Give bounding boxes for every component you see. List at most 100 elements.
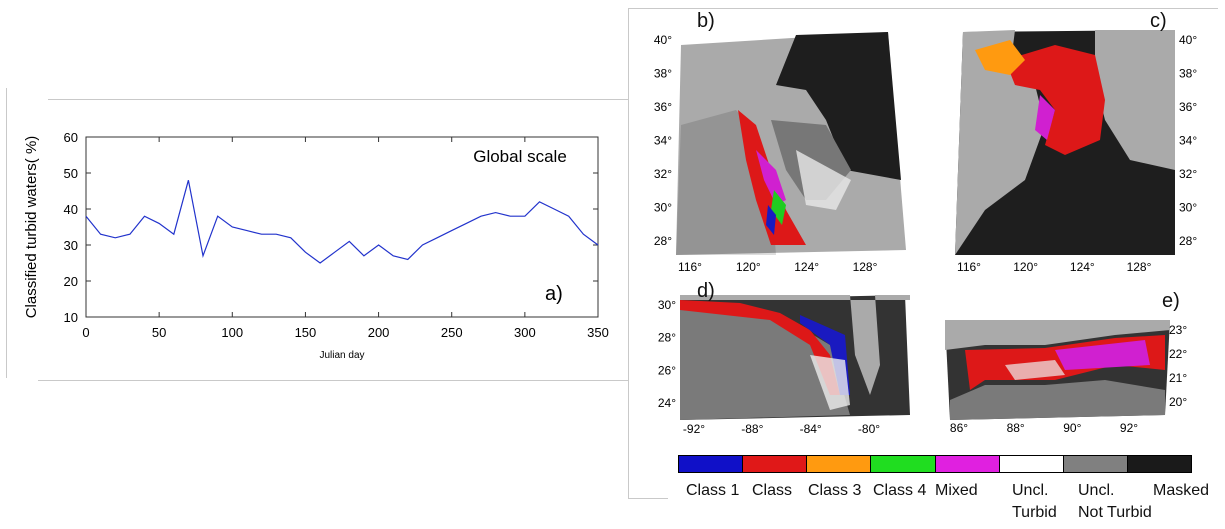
y-tick-label: 60 <box>64 130 78 145</box>
legend-label: Class 4 <box>873 482 927 499</box>
map-b-turbid-blue <box>766 205 776 235</box>
map-e-x-ticks: 86° 88° 90° 92° <box>950 421 1138 435</box>
legend-sublabel: Not Turbid <box>1078 504 1152 521</box>
map-b-x-ticks: 116° 120° 124° 128° <box>678 260 878 274</box>
map-b-lon-label: 120° <box>736 260 761 274</box>
map-b-lat-label: 32° <box>654 167 672 181</box>
map-d-lon-label: -92° <box>683 422 705 436</box>
map-b-unclassified-white <box>796 150 851 210</box>
map-b-turbid-magenta <box>756 150 786 205</box>
map-d-land <box>680 295 910 395</box>
map-b-lon-label: 124° <box>794 260 819 274</box>
map-d-lon-label: -88° <box>741 422 763 436</box>
map-b-lat-label: 40° <box>654 33 672 47</box>
y-tick-label: 30 <box>64 238 78 253</box>
legend-label: Class 3 <box>808 482 862 499</box>
legend-label: Class 1 <box>686 482 740 499</box>
map-c-lat-label: 36° <box>1179 100 1197 114</box>
x-tick-label: 250 <box>441 325 463 340</box>
map-c-lat-label: 40° <box>1179 33 1197 47</box>
map-e-y-ticks: 23° 22° 21° 20° <box>1169 323 1187 409</box>
x-tick-label: 350 <box>587 325 609 340</box>
frame-line-top-right <box>628 8 1218 9</box>
legend-label: Mixed <box>935 482 978 499</box>
x-axis: 0 50 100 150 200 250 300 350 <box>82 137 609 340</box>
colorbar-swatch <box>679 456 743 472</box>
colorbar-swatch <box>1062 456 1127 472</box>
frame-line-bottom-right <box>628 498 668 499</box>
x-tick-label: 200 <box>368 325 390 340</box>
colorbar-swatch <box>806 456 871 472</box>
map-d-x-ticks: -92° -88° -84° -80° <box>683 422 880 436</box>
map-c-lat-label: 30° <box>1179 201 1197 215</box>
map-b-lat-label: 36° <box>654 100 672 114</box>
map-d-white <box>810 355 850 410</box>
x-tick-label: 0 <box>82 325 89 340</box>
map-d-lat-label: 26° <box>658 363 676 377</box>
legend-label: Masked <box>1153 482 1210 499</box>
map-e-land <box>945 320 1170 350</box>
map-b-y-ticks: 40° 38° 36° 34° 32° 30° 28° <box>654 33 672 248</box>
map-c-lon-label: 128° <box>1127 260 1152 274</box>
frame-line-bottom-left <box>38 380 628 381</box>
map-panel-d: 30° 28° 26° 24° -92° -88° -84° -80° <box>658 295 910 436</box>
map-c-lat-label: 28° <box>1179 234 1197 248</box>
map-d-lon-label: -80° <box>858 422 880 436</box>
panel-label-a: a) <box>545 283 563 305</box>
legend-label: Uncl. <box>1078 482 1115 499</box>
map-c-turbid-red <box>1005 45 1105 155</box>
map-b-land-korea <box>776 32 901 180</box>
chart-title: Global scale <box>473 147 567 166</box>
map-e-lat-label: 20° <box>1169 395 1187 409</box>
map-e-lat-label: 21° <box>1169 371 1187 385</box>
panel-label-e: e) <box>1162 290 1180 312</box>
map-panel-e: 23° 22° 21° 20° 86° 88° 90° 92° <box>945 320 1187 435</box>
colorbar-swatch <box>998 456 1063 472</box>
map-d-turbid-red <box>680 300 840 395</box>
map-e-lon-label: 86° <box>950 421 968 435</box>
map-panel-c: 40° 38° 36° 34° 32° 30° 28° 116° 120° 124° 128° <box>955 30 1197 274</box>
map-d-lat-label: 28° <box>658 331 676 345</box>
map-e-lon-label: 88° <box>1007 421 1025 435</box>
panel-label-b: b) <box>697 10 715 32</box>
legend-label: Class <box>752 482 793 499</box>
class-colorbar <box>678 455 1192 473</box>
y-axis: 10 20 30 40 50 60 <box>64 130 598 325</box>
colorbar-swatch <box>870 456 935 472</box>
panel-label-d: d) <box>697 280 715 302</box>
map-d-lat-label: 30° <box>658 298 676 312</box>
map-e-turbid-magenta <box>1055 340 1150 370</box>
map-c-x-ticks: 116° 120° 124° 128° <box>957 260 1152 274</box>
legend-label: Uncl. <box>1012 482 1049 499</box>
x-tick-label: 300 <box>514 325 536 340</box>
map-c-turbid-magenta <box>1035 95 1055 140</box>
frame-line-left <box>6 88 7 378</box>
frame-line-right-panel <box>628 8 629 498</box>
y-tick-label: 40 <box>64 202 78 217</box>
map-c-lat-label: 32° <box>1179 167 1197 181</box>
colorbar-swatch <box>742 456 807 472</box>
map-c-lon-label: 116° <box>957 260 981 274</box>
map-c-y-ticks: 40° 38° 36° 34° 32° 30° 28° <box>1179 33 1197 248</box>
map-c-turbid-orange <box>975 40 1025 75</box>
panel-label-c: c) <box>1150 10 1167 32</box>
map-c-lat-label: 34° <box>1179 134 1197 148</box>
map-b-lat-label: 28° <box>654 234 672 248</box>
map-e-shelf <box>950 380 1165 420</box>
map-b-lat-label: 34° <box>654 134 672 148</box>
map-panel-b: 40° 38° 36° 34° 32° 30° 28° 116° 120° 124° 128° <box>654 32 906 274</box>
plot-frame <box>85 136 599 318</box>
x-tick-label: 50 <box>152 325 166 340</box>
colorbar-swatch <box>934 456 999 472</box>
map-c-lat-label: 38° <box>1179 67 1197 81</box>
map-b-lon-label: 128° <box>853 260 878 274</box>
map-e-lon-label: 90° <box>1063 421 1081 435</box>
map-c-land-korea <box>1095 30 1175 170</box>
map-b-lat-label: 38° <box>654 67 672 81</box>
y-tick-label: 50 <box>64 166 78 181</box>
legend-sublabel: Turbid <box>1012 504 1057 521</box>
colorbar-swatch <box>1126 456 1191 472</box>
turbid-waters-line-chart: 10 20 30 40 50 60 0 50 100 150 200 250 300 350 Globa… <box>23 130 609 361</box>
y-axis-label: Classified turbid waters( %) <box>23 136 40 319</box>
y-tick-label: 10 <box>64 310 78 325</box>
